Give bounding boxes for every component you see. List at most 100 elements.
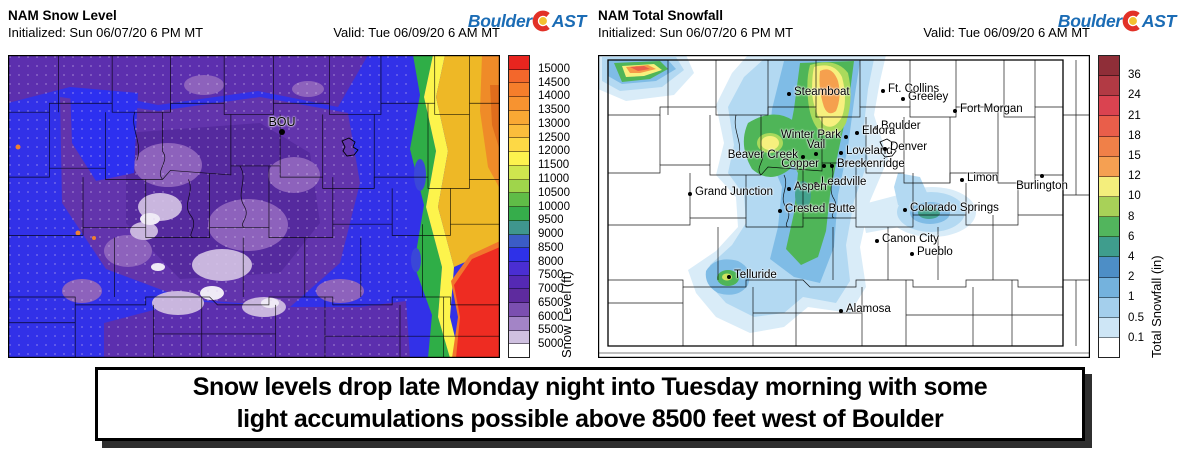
colorbar-segment (1099, 217, 1119, 238)
marker-dot (814, 152, 818, 156)
colorbar-tick-label: 5500 (538, 324, 564, 337)
colorbar-tick-label: 15000 (538, 62, 570, 75)
colorbar-segment (509, 83, 529, 98)
marker-label: Telluride (734, 269, 777, 281)
colorbar-tick-label: 7000 (538, 283, 564, 296)
colorbar-tick-label: 0.1 (1128, 331, 1144, 344)
colorbar-tick-label: 1 (1128, 291, 1135, 304)
snow-level-map: BOU (8, 55, 500, 358)
marker-dot (727, 275, 731, 279)
colorbar-segment (509, 344, 529, 358)
marker-dot (822, 164, 826, 168)
city-marker-telluride: Telluride (727, 269, 777, 281)
valid-text: Valid: Tue 06/09/20 6 AM MT (333, 25, 500, 40)
colorbar-segment (509, 220, 529, 235)
marker-label: Colorado Springs (910, 202, 999, 214)
colorbar-tick-label: 10 (1128, 190, 1141, 203)
colorbar-segment (1099, 76, 1119, 97)
marker-dot (839, 309, 843, 313)
marker-label: Vail (806, 139, 826, 151)
marker-label: Canon City (882, 233, 939, 245)
colorbar-segment (1099, 196, 1119, 218)
marker-label: BOU (268, 115, 296, 129)
marker-dot (814, 182, 818, 186)
station-layer: BOU (8, 55, 500, 358)
marker-label: Fort Morgan (960, 103, 1023, 115)
city-marker-winter-park: Winter Park (781, 129, 848, 141)
city-marker-beaver-creek: Beaver Creek (728, 149, 805, 161)
city-marker-alamosa: Alamosa (839, 303, 891, 315)
marker-dot (881, 89, 885, 93)
colorbar-tick-label: 18 (1128, 129, 1141, 142)
marker-dot (855, 131, 859, 135)
marker-label: Eldora (862, 125, 896, 137)
station-marker-bou: BOU (268, 115, 296, 135)
city-marker-greeley: Greeley (901, 91, 948, 103)
logo-prefix: Boulder (467, 10, 532, 31)
colorbar-segment (509, 316, 529, 331)
total-snowfall-colorbar-ticks: 36 24 21 18 15 12 10 8 6 4 2 1 0.5 0.1 (1128, 55, 1170, 358)
marker-label: Grand Junction (695, 186, 773, 198)
colorbar-segment (1099, 277, 1119, 298)
marker-label: Copper (781, 158, 819, 170)
marker-dot (953, 109, 957, 113)
colorbar-tick-label: 36 (1128, 69, 1141, 82)
colorbar-tick-label: 12 (1128, 170, 1141, 183)
colorbar-segment (1099, 116, 1119, 137)
colorbar-segment (1099, 317, 1119, 338)
city-marker-canon-city: Canon City (875, 233, 939, 245)
colorbar-segment (509, 56, 529, 70)
marker-label: Greeley (908, 91, 949, 103)
logo-prefix: Boulder (1057, 10, 1122, 31)
city-marker-steamboat: Steamboat (787, 86, 850, 98)
marker-label: Leadville (821, 176, 867, 188)
colorbar-tick-label: 12500 (538, 131, 570, 144)
colorbar-tick-label: 10500 (538, 186, 570, 199)
city-marker-breckenridge: Breckenridge (830, 158, 905, 170)
marker-dot (830, 164, 834, 168)
denver-county-outline (879, 138, 897, 158)
colorbar-segment (509, 330, 529, 345)
marker-dot (883, 147, 887, 151)
city-layer: Steamboat Ft. Collins Greeley Fort Morgan Bo… (598, 55, 1090, 358)
marker-dot (875, 239, 879, 243)
panel-title: NAM Snow Level (8, 8, 117, 23)
marker-dot (960, 178, 964, 182)
colorbar-tick-label: 13000 (538, 117, 570, 130)
snow-level-map-graphic (8, 55, 500, 358)
colorbar-tick-label: 5000 (538, 338, 564, 351)
colorbar-segment (1099, 156, 1119, 177)
marker-dot (787, 92, 791, 96)
city-marker-fort-morgan: Fort Morgan (953, 103, 1023, 115)
city-marker-colorado-springs: Colorado Springs (903, 202, 999, 214)
colorbar-segment (509, 193, 529, 208)
city-marker-boulder: Boulder (874, 120, 921, 132)
initialized-text: Initialized: Sun 06/07/20 6 PM MT (598, 25, 794, 40)
colorbar-tick-label: 10000 (538, 200, 570, 213)
colorbar-tick-label: 8500 (538, 241, 564, 254)
colorbar-tick-label: 9500 (538, 214, 564, 227)
colorbar-segment (509, 207, 529, 221)
colorbar-tick-label: 15 (1128, 150, 1141, 162)
city-marker-limon: Limon (960, 172, 998, 184)
colorbar-segment (1099, 237, 1119, 258)
initialized-text: Initialized: Sun 06/07/20 6 PM MT (8, 25, 204, 40)
marker-dot (787, 187, 791, 191)
city-marker-denver: Denver (883, 141, 927, 153)
total-snowfall-colorbar (1098, 55, 1120, 358)
city-marker-burlington: Burlington (1016, 174, 1068, 192)
caption-box: Snow levels drop late Monday night into … (95, 367, 1085, 441)
colorbar-segment (509, 303, 529, 317)
colorbar-tick-label: 14500 (538, 76, 570, 89)
caption-line-1: Snow levels drop late Monday night into … (192, 373, 988, 401)
colorbar-tick-label: 12000 (538, 145, 570, 158)
logo-suffix: AST (551, 10, 586, 31)
marker-dot (839, 151, 843, 155)
colorbar-tick-label: 11000 (538, 172, 570, 185)
colorbar-segment (509, 69, 529, 84)
colorbar-tick-label: 11500 (538, 159, 570, 172)
marker-label: Crested Butte (785, 203, 856, 215)
marker-dot (688, 192, 692, 196)
marker-dot (279, 129, 285, 135)
